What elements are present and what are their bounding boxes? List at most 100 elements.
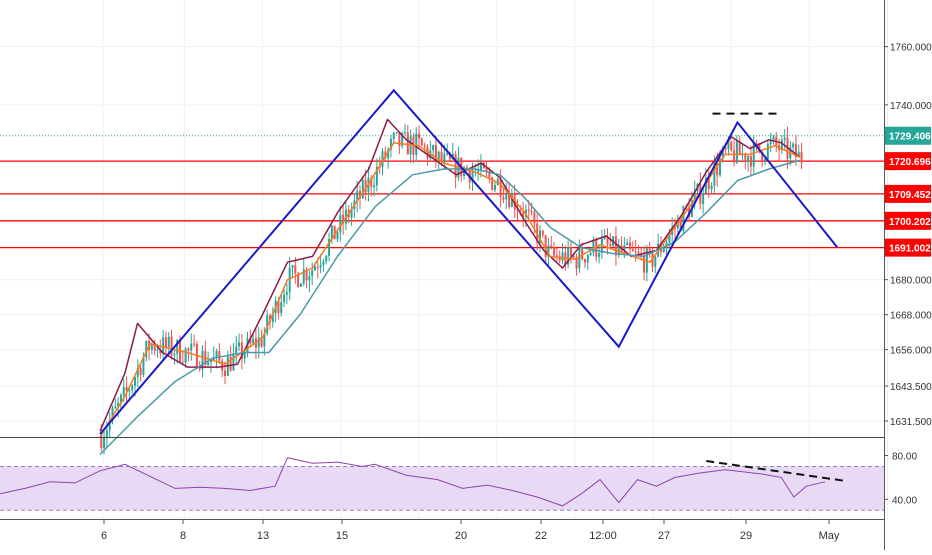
candle-body	[595, 239, 598, 257]
candle-body	[443, 153, 446, 162]
candle-body	[159, 349, 162, 354]
candle-body	[516, 209, 519, 211]
candle-body	[598, 253, 601, 257]
candle-body	[356, 190, 359, 201]
candle-body	[229, 356, 232, 371]
candle-body	[780, 139, 783, 151]
candle-body	[187, 348, 190, 351]
candle-body	[319, 264, 322, 268]
candle-body	[328, 239, 331, 256]
candle-body	[325, 255, 328, 262]
candle-body	[485, 168, 488, 172]
candle-body	[224, 370, 226, 376]
level-price-badge: 1691.002	[885, 238, 931, 257]
candle-body	[735, 141, 738, 163]
candle-body	[359, 190, 361, 199]
candle-body	[257, 337, 260, 348]
candle-body	[631, 249, 634, 252]
candle-body	[800, 151, 803, 163]
candle-body	[491, 177, 494, 190]
candle-body	[792, 143, 795, 148]
candle-body	[364, 179, 367, 193]
candle-body	[434, 145, 437, 161]
candle-body	[339, 214, 342, 233]
rsi-band	[0, 465, 884, 511]
candle-body	[406, 132, 409, 155]
candle-body	[508, 193, 511, 207]
rsi-line	[0, 457, 826, 507]
candle-body	[702, 193, 705, 204]
candle-body	[449, 153, 451, 160]
price-tick-label: 1631.500	[890, 417, 932, 428]
candle-body	[558, 256, 561, 261]
rsi-axis[interactable]: 80.00 40.00	[884, 452, 917, 507]
candle-body	[404, 132, 406, 134]
candle-body	[710, 185, 713, 190]
candle-body	[378, 166, 381, 168]
candle-body	[589, 252, 592, 256]
candle-body	[249, 338, 252, 344]
candle-body	[761, 152, 764, 161]
current-price-label: 1729.406	[889, 132, 931, 143]
level-price-label: 1700.202	[889, 217, 931, 228]
candle-body	[643, 255, 646, 273]
candle-body	[142, 357, 145, 376]
rsi-band-fill	[0, 466, 884, 511]
candle-body	[150, 343, 153, 350]
candle-body	[418, 133, 421, 139]
candle-body	[744, 153, 747, 162]
candle-body	[544, 235, 547, 257]
candle-body	[156, 349, 159, 351]
candle-body	[539, 230, 541, 243]
candle-body	[769, 141, 772, 145]
price-tick-label: 1668.000	[890, 311, 932, 322]
candle-body	[145, 340, 148, 358]
candle-body	[389, 138, 392, 150]
candle-body	[654, 256, 657, 267]
candle-body	[541, 230, 544, 236]
candle-body	[519, 210, 522, 212]
time-tick-label: 8	[180, 530, 186, 542]
price-tick-label: 1760.000	[890, 43, 932, 54]
candle-body	[713, 163, 716, 186]
price-axis[interactable]: 1760.000 1740.000 1729.406 1720.696 1709.452…	[884, 43, 932, 428]
candle-body	[581, 246, 584, 260]
candle-body	[584, 259, 586, 263]
candle-body	[232, 353, 235, 371]
candle-body	[772, 136, 775, 142]
candle-body	[105, 430, 108, 438]
candle-body	[420, 138, 423, 146]
candle-body	[395, 132, 398, 134]
candle-body	[209, 360, 212, 363]
candle-body	[578, 246, 581, 269]
candle-body	[266, 315, 269, 334]
candle-body	[758, 143, 761, 153]
time-axis[interactable]: 6 8 13 15 20 22 12:00 27 29 May	[0, 519, 884, 543]
candle-body	[704, 177, 707, 194]
candle-body	[221, 360, 224, 371]
price-tick-label: 1643.500	[890, 382, 932, 393]
candle-body	[336, 232, 339, 240]
candle-body	[749, 156, 752, 167]
candle-body	[193, 343, 196, 345]
candle-body	[730, 141, 733, 151]
zigzag-pattern-line[interactable]	[99, 88, 839, 435]
candle-body	[114, 406, 117, 409]
candle-body	[215, 351, 218, 358]
candle-body	[401, 133, 404, 147]
candle-body	[668, 234, 671, 243]
candle-body	[797, 151, 800, 157]
time-tick-label: 15	[336, 530, 348, 542]
candle-body	[381, 151, 384, 168]
candle-body	[617, 245, 620, 256]
level-price-badge-bg	[885, 152, 931, 171]
candle-body	[609, 244, 612, 247]
candle-body	[240, 342, 243, 359]
rsi-divergence-line[interactable]	[706, 459, 844, 482]
candle-body	[117, 402, 120, 407]
candle-body	[100, 434, 103, 449]
candle-body	[119, 394, 122, 403]
candle-body	[333, 225, 336, 240]
candle-body	[530, 210, 533, 212]
